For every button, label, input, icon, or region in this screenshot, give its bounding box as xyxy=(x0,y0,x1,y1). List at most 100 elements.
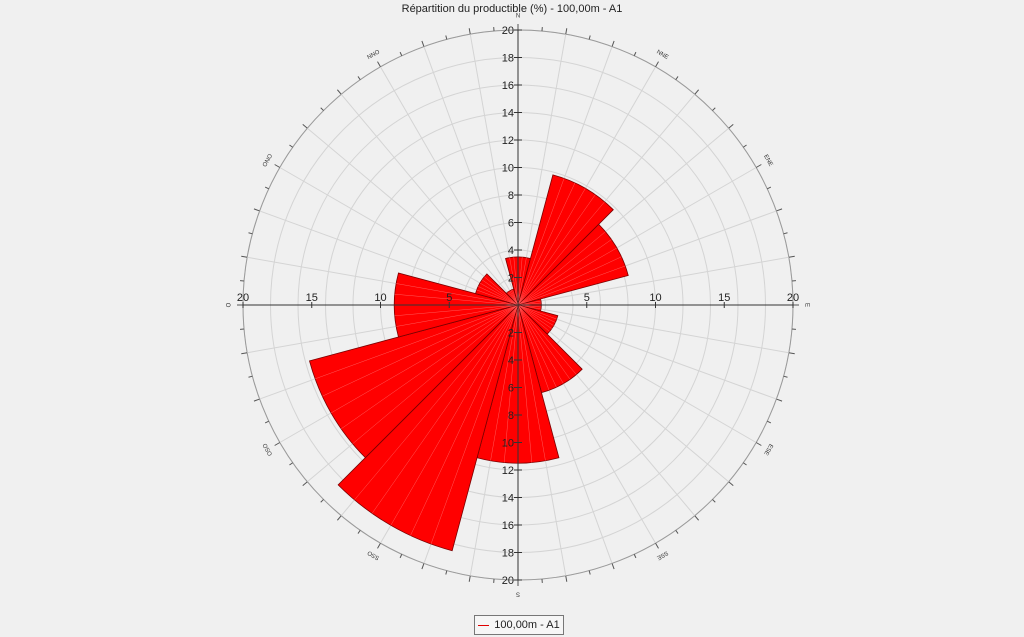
outer-tick xyxy=(767,420,772,424)
outer-tick xyxy=(675,529,679,534)
outer-tick xyxy=(788,352,795,355)
outer-tick xyxy=(675,76,679,81)
grid-spoke xyxy=(517,304,757,443)
direction-label: OSO xyxy=(262,442,274,457)
outer-tick xyxy=(302,123,308,129)
radial-tick-label: 8 xyxy=(508,410,514,422)
radial-tick-label: 10 xyxy=(502,438,514,450)
outer-tick xyxy=(248,375,253,378)
outer-tick xyxy=(655,61,659,68)
outer-tick xyxy=(776,208,783,212)
sector-hatch xyxy=(503,304,519,463)
sector-hatch xyxy=(517,304,550,391)
radial-tick-label: 4 xyxy=(508,245,514,257)
outer-tick xyxy=(377,61,381,68)
sector-hatch xyxy=(322,304,519,397)
radial-tick-label: 10 xyxy=(502,163,514,175)
outer-tick xyxy=(445,570,448,575)
sectors-layer xyxy=(308,174,629,552)
radial-tick-label: 4 xyxy=(508,355,514,367)
outer-tick xyxy=(399,51,403,56)
outer-tick xyxy=(320,499,324,503)
direction-label: ONO xyxy=(262,153,274,168)
outer-tick xyxy=(274,164,281,168)
outer-tick xyxy=(421,40,425,47)
sector-hatch xyxy=(517,304,577,375)
sector-hatch xyxy=(479,282,519,306)
outer-tick xyxy=(712,499,716,503)
outer-tick xyxy=(776,398,783,402)
grid-spoke xyxy=(279,167,519,306)
outer-tick xyxy=(742,462,747,466)
sector-hatch xyxy=(517,304,564,384)
outer-tick xyxy=(320,107,324,111)
radial-tick-label: 20 xyxy=(502,575,514,587)
legend-swatch xyxy=(478,624,490,626)
radial-tick-label: 5 xyxy=(446,292,452,304)
radial-tick-label: 2 xyxy=(508,273,514,285)
radial-tick-label: 15 xyxy=(306,292,318,304)
axes-layer: 2 2 4 4 6 6 8 8 10 10 12 12 14 14 16 16 18 18 20 20 5 5 10 10 15… xyxy=(227,14,810,597)
radial-tick-label: 12 xyxy=(502,135,514,147)
radial-tick-label: 2 xyxy=(508,328,514,340)
sector-hatch xyxy=(330,304,519,414)
sector-hatch xyxy=(481,279,519,306)
sector-hatch xyxy=(517,178,565,306)
sector-hatch xyxy=(410,304,519,536)
outer-tick xyxy=(742,144,747,148)
outer-tick xyxy=(712,107,716,111)
outer-tick xyxy=(274,442,281,446)
outer-tick xyxy=(248,232,253,235)
direction-label: NNO xyxy=(367,49,382,61)
outer-tick xyxy=(357,529,361,534)
chart-title: Répartition du productible (%) - 100,00m… xyxy=(401,3,623,15)
outer-tick xyxy=(445,35,448,40)
outer-tick xyxy=(788,255,795,258)
legend-label: 100,00m - A1 xyxy=(494,619,560,631)
radial-tick-label: 6 xyxy=(508,218,514,230)
sector-hatch xyxy=(484,276,519,306)
outer-tick xyxy=(468,28,471,35)
sector-hatch xyxy=(517,257,523,306)
outer-tick xyxy=(289,462,294,466)
radial-tick-label: 14 xyxy=(502,493,514,505)
grid-spoke xyxy=(380,66,519,306)
sector-hatch xyxy=(517,239,612,306)
sector-hatch xyxy=(490,304,519,461)
sector-hatch xyxy=(371,304,519,514)
outer-tick xyxy=(336,515,342,521)
sector-hatch xyxy=(341,304,519,430)
radial-tick-label: 8 xyxy=(508,190,514,202)
sector-hatch xyxy=(517,304,571,380)
outer-tick xyxy=(694,515,700,521)
outer-tick xyxy=(253,208,260,212)
direction-label: N xyxy=(516,14,520,20)
sector-hatch xyxy=(517,304,556,323)
outer-tick xyxy=(241,352,248,355)
outer-tick xyxy=(783,232,788,235)
direction-label: E xyxy=(803,303,809,307)
sector-hatch xyxy=(517,304,557,320)
sector-hatch xyxy=(517,256,622,306)
radial-tick-label: 15 xyxy=(718,292,730,304)
sector-hatch xyxy=(517,247,617,306)
direction-label: ESE xyxy=(762,442,773,455)
sector-hatch xyxy=(315,304,519,380)
grid-spoke xyxy=(340,94,519,306)
outer-tick xyxy=(264,420,269,424)
sector-hatch xyxy=(517,304,554,326)
sector-hatch xyxy=(517,300,542,306)
direction-label: O xyxy=(227,302,233,307)
grid-spoke xyxy=(423,46,519,306)
sector-hatch xyxy=(517,304,557,388)
radial-tick-label: 10 xyxy=(374,292,386,304)
direction-label: SSE xyxy=(656,549,669,560)
outer-tick xyxy=(302,481,308,487)
sector-hatch xyxy=(517,304,550,332)
grid-spoke xyxy=(307,127,519,306)
radial-tick-label: 20 xyxy=(502,25,514,37)
sector-hatch xyxy=(517,188,586,306)
outer-tick xyxy=(377,542,381,549)
sector-hatch xyxy=(517,265,626,306)
